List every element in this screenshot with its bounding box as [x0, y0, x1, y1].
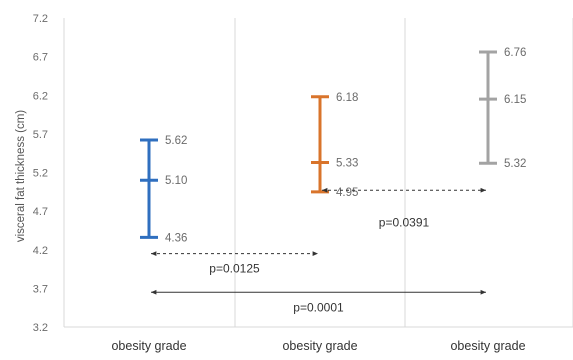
comparisons: p=0.0391 p=0.0125 p=0.0001 [151, 187, 486, 315]
x-category-label: obesity grade [111, 339, 186, 353]
low-value-label: 4.36 [165, 232, 187, 244]
high-value-label: 5.62 [165, 135, 187, 147]
error-bars: 5.62 5.10 4.36 6.18 5.33 4.95 6.76 6.15 5.32 [140, 47, 526, 244]
high-value-label: 6.76 [504, 47, 526, 59]
comparison-1: p=0.0391 [322, 187, 486, 230]
y-tick-label: 5.7 [33, 129, 48, 141]
y-tick-label: 4.7 [33, 206, 48, 218]
y-tick-label: 4.2 [33, 245, 48, 257]
y-tick-label: 6.7 [33, 52, 48, 64]
p-value-label: p=0.0391 [379, 216, 430, 230]
x-category-label: obesity grade [450, 339, 525, 353]
mid-value-label: 5.10 [165, 175, 187, 187]
p-value-label: p=0.0001 [293, 301, 344, 315]
y-tick-label: 3.2 [33, 322, 48, 334]
x-axis-categories: obesity grade obesity grade obesity grade [111, 339, 525, 353]
mid-value-label: 6.15 [504, 94, 526, 106]
y-tick-label: 5.2 [33, 168, 48, 180]
error-bar-3: 6.76 6.15 5.32 [479, 47, 526, 170]
y-tick-label: 6.2 [33, 90, 48, 102]
grid [63, 18, 573, 328]
comparison-2: p=0.0125 [151, 251, 318, 275]
error-bar-1: 5.62 5.10 4.36 [140, 135, 187, 244]
y-tick-label: 7.2 [33, 13, 48, 25]
comparison-3: p=0.0001 [151, 289, 486, 315]
p-value-label: p=0.0125 [209, 261, 260, 275]
low-value-label: 5.32 [504, 158, 526, 170]
y-tick-label: 3.7 [33, 283, 48, 295]
error-bar-2: 6.18 5.33 4.95 [311, 92, 358, 199]
y-axis-ticks: 7.2 6.7 6.2 5.7 5.2 4.7 4.2 3.7 3.2 [33, 13, 48, 334]
y-axis-label: visceral fat thickness (cm) [15, 110, 27, 242]
low-value-label: 4.95 [336, 187, 358, 199]
mid-value-label: 5.33 [336, 157, 358, 169]
x-category-label: obesity grade [282, 339, 357, 353]
high-value-label: 6.18 [336, 92, 358, 104]
